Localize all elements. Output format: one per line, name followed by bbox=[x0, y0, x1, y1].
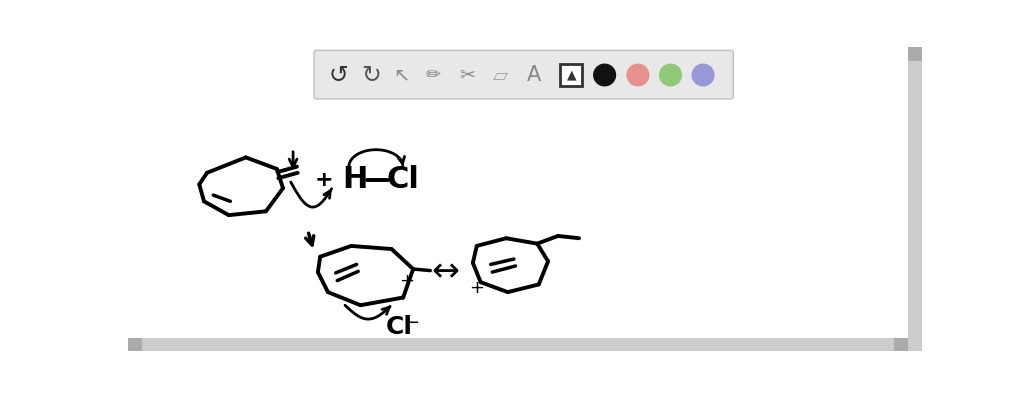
Text: ▲: ▲ bbox=[566, 69, 577, 82]
Text: +: + bbox=[314, 170, 334, 190]
Text: +: + bbox=[469, 279, 484, 297]
Circle shape bbox=[594, 64, 615, 86]
Bar bbox=[908, 47, 922, 351]
Text: ↖: ↖ bbox=[393, 65, 410, 84]
Text: Cl: Cl bbox=[386, 315, 413, 339]
Text: ✏: ✏ bbox=[426, 66, 441, 84]
Text: ▱: ▱ bbox=[493, 65, 508, 84]
Bar bbox=[128, 338, 908, 351]
Bar bbox=[128, 338, 142, 351]
Bar bbox=[560, 64, 583, 86]
FancyBboxPatch shape bbox=[314, 50, 733, 99]
Text: ↺: ↺ bbox=[329, 63, 349, 87]
Text: ↻: ↻ bbox=[360, 63, 381, 87]
Bar bbox=[908, 47, 922, 61]
Circle shape bbox=[627, 64, 649, 86]
Bar bbox=[895, 338, 908, 351]
Circle shape bbox=[659, 64, 681, 86]
Circle shape bbox=[692, 64, 714, 86]
Text: +: + bbox=[399, 271, 415, 290]
Text: ↔: ↔ bbox=[432, 256, 460, 289]
Text: H: H bbox=[342, 165, 368, 194]
Text: ✂: ✂ bbox=[459, 65, 475, 84]
Text: −: − bbox=[404, 314, 419, 332]
Text: A: A bbox=[527, 65, 542, 85]
Text: Cl: Cl bbox=[387, 165, 420, 194]
